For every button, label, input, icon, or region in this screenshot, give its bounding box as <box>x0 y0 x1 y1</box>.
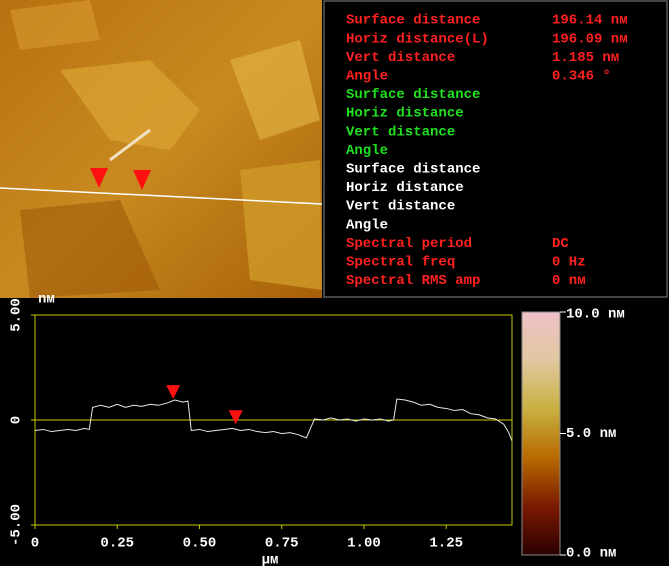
readout-label: Angle <box>346 143 388 159</box>
readout-label: Spectral freq <box>346 255 455 271</box>
readout-label: Vert distance <box>346 124 455 140</box>
readout-label: Horiz distance <box>346 106 464 122</box>
y-tick-label: -5.00 <box>9 504 25 546</box>
readout-label: Vert distance <box>346 199 455 215</box>
readout-value: 0.346 ° <box>552 69 611 85</box>
readout-value: 0 Hz <box>552 255 586 271</box>
readout-value: 196.09 nм <box>552 31 628 47</box>
readout-label: Horiz distance <box>346 180 464 196</box>
colorbar-label: 0.0 nм <box>566 546 616 562</box>
readout-label: Surface distance <box>346 162 480 178</box>
x-tick-label: 0.50 <box>183 536 217 552</box>
readout-label: Vert distance <box>346 50 455 66</box>
cursor-marker <box>166 385 180 399</box>
readout-label: Spectral RMS amp <box>346 273 480 289</box>
readout-value: 196.14 nм <box>552 13 628 29</box>
x-tick-label: 1.25 <box>429 536 463 552</box>
readout-label: Surface distance <box>346 87 480 103</box>
x-tick-label: 1.00 <box>347 536 381 552</box>
colorbar <box>522 312 560 555</box>
readout-label: Angle <box>346 69 388 85</box>
x-unit: μм <box>262 553 279 566</box>
y-tick-label: 5.00 <box>9 298 25 332</box>
page: Surface distance 196.14 nм Horiz distance(… <box>0 0 669 566</box>
x-tick-label: 0.75 <box>265 536 299 552</box>
afm-image <box>0 0 322 298</box>
readout-value: 1.185 nм <box>552 50 619 66</box>
colorbar-label: 5.0 nм <box>566 426 616 442</box>
x-tick-label: 0 <box>31 536 39 552</box>
readout-label: Horiz distance(L) <box>346 31 489 47</box>
y-tick-label: 0 <box>9 416 25 424</box>
y-unit: nм <box>38 292 55 308</box>
readout-value: DC <box>552 236 569 252</box>
x-tick-label: 0.25 <box>100 536 134 552</box>
cursor-marker <box>229 410 243 424</box>
colorbar-label: 10.0 nм <box>566 307 625 323</box>
readout-label: Angle <box>346 217 388 233</box>
readout-label: Surface distance <box>346 13 480 29</box>
readout-value: 0 nм <box>552 273 586 289</box>
screen: Surface distance 196.14 nм Horiz distance(… <box>0 0 669 566</box>
readout-label: Spectral period <box>346 236 472 252</box>
